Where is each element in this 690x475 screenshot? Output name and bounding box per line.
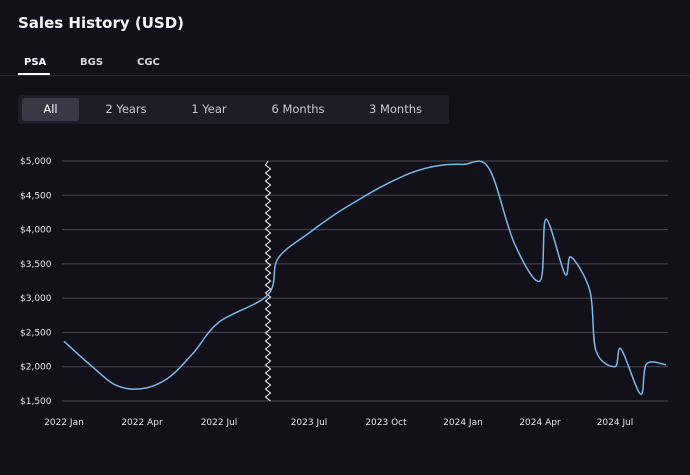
axis-break-marker xyxy=(264,160,272,402)
x-tick-label: 2023 Oct xyxy=(365,418,407,428)
y-tick-label: $5,000 xyxy=(20,157,52,167)
chart-title: Sales History (USD) xyxy=(18,14,185,32)
y-tick-label: $4,000 xyxy=(20,226,52,236)
tab-psa[interactable]: PSA xyxy=(24,57,47,68)
active-tab-indicator xyxy=(18,73,50,75)
range-2-years-button[interactable]: 2 Years xyxy=(105,102,147,116)
price-series-line xyxy=(63,160,667,395)
tab-cgc[interactable]: CGC xyxy=(137,57,160,68)
x-tick-label: 2024 Apr xyxy=(519,418,561,428)
x-tick-label: 2024 Jan xyxy=(443,418,483,428)
y-tick-label: $2,000 xyxy=(20,363,52,373)
range-1-year-button[interactable]: 1 Year xyxy=(191,102,227,116)
tab-bgs[interactable]: BGS xyxy=(80,57,104,68)
x-tick-label: 2024 Jul xyxy=(597,418,634,428)
range-6-months-button[interactable]: 6 Months xyxy=(271,102,325,116)
time-range-selector: All 2 Years 1 Year 6 Months 3 Months xyxy=(18,95,449,124)
range-3-months-button[interactable]: 3 Months xyxy=(368,102,422,116)
grade-tabs: PSA BGS CGC xyxy=(0,52,690,76)
range-all-button[interactable]: All xyxy=(22,98,79,121)
x-tick-label: 2022 Jan xyxy=(44,418,84,428)
x-tick-label: 2023 Jul xyxy=(291,418,328,428)
y-tick-label: $4,500 xyxy=(20,191,52,201)
y-tick-label: $2,500 xyxy=(20,328,52,338)
x-tick-label: 2022 Apr xyxy=(121,418,163,428)
y-tick-label: $3,500 xyxy=(20,260,52,270)
x-tick-label: 2022 Jul xyxy=(201,418,238,428)
y-tick-label: $3,000 xyxy=(20,294,52,304)
y-tick-label: $1,500 xyxy=(20,397,52,407)
